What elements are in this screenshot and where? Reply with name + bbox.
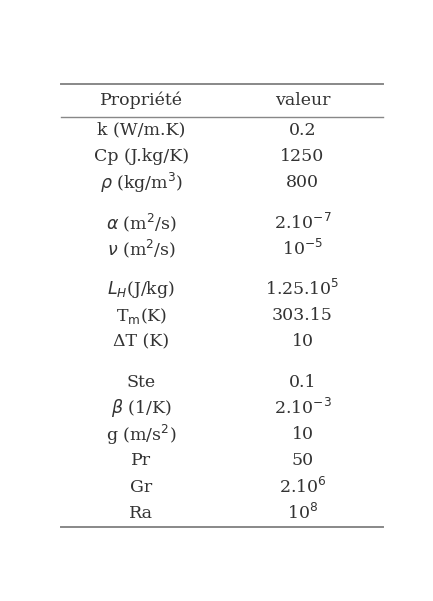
Text: 10$^{8}$: 10$^{8}$ [287, 504, 318, 523]
Text: 1250: 1250 [280, 148, 325, 165]
Text: ΔT (K): ΔT (K) [113, 334, 169, 350]
Text: Cp (J.kg/K): Cp (J.kg/K) [94, 148, 189, 165]
Text: 2.10$^{-3}$: 2.10$^{-3}$ [274, 398, 331, 418]
Text: Propriété: Propriété [100, 91, 183, 109]
Text: $\rho$ (kg/m$^3$): $\rho$ (kg/m$^3$) [100, 171, 183, 195]
Text: $\beta$ (1/K): $\beta$ (1/K) [111, 397, 172, 419]
Text: 10: 10 [291, 426, 313, 443]
Text: Ra: Ra [129, 505, 153, 522]
Text: 303.15: 303.15 [272, 307, 333, 324]
Text: 10: 10 [291, 334, 313, 350]
Text: Ste: Ste [127, 374, 156, 391]
Text: k (W/m.K): k (W/m.K) [97, 121, 186, 139]
Text: 800: 800 [286, 174, 319, 191]
Text: g (m/s$^2$): g (m/s$^2$) [106, 423, 177, 447]
Text: 2.10$^{-7}$: 2.10$^{-7}$ [274, 213, 331, 233]
Text: $\mathit{L}_{H}$(J/kg): $\mathit{L}_{H}$(J/kg) [107, 279, 175, 300]
Text: valeur: valeur [275, 92, 330, 109]
Text: 2.10$^{6}$: 2.10$^{6}$ [278, 477, 326, 497]
Text: Pr: Pr [131, 453, 152, 469]
Text: $\alpha$ (m$^2$/s): $\alpha$ (m$^2$/s) [106, 212, 177, 234]
Text: 0.2: 0.2 [289, 121, 316, 139]
Text: 50: 50 [291, 453, 313, 469]
Text: 10$^{-5}$: 10$^{-5}$ [282, 239, 323, 259]
Text: T$_\mathrm{m}$(K): T$_\mathrm{m}$(K) [116, 305, 167, 326]
Text: 1.25.10$^{5}$: 1.25.10$^{5}$ [265, 279, 340, 299]
Text: Gr: Gr [130, 478, 152, 496]
Text: 0.1: 0.1 [289, 374, 316, 391]
Text: $\nu$ (m$^2$/s): $\nu$ (m$^2$/s) [107, 238, 176, 260]
